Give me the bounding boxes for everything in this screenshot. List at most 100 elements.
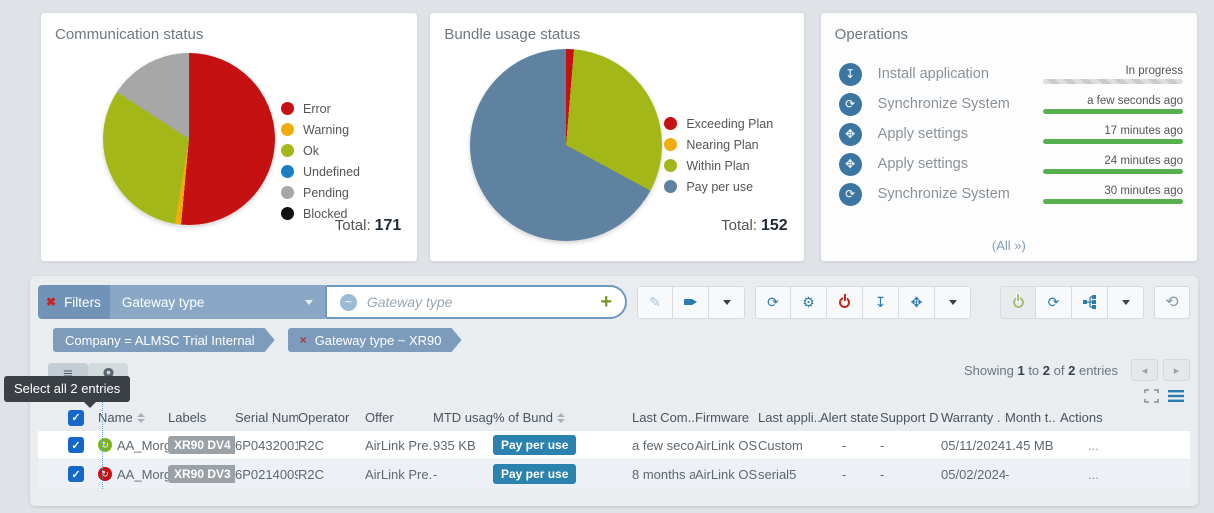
legend-item: Blocked	[281, 203, 360, 224]
row-checkbox[interactable]	[68, 466, 84, 482]
filter-field-select[interactable]: Gateway type	[109, 285, 325, 319]
remove-filter-icon[interactable]: ×	[299, 333, 307, 347]
chevron-down-icon	[304, 299, 313, 305]
device-button-group: ⟳	[1000, 285, 1144, 319]
operation-label[interactable]: Apply settings	[877, 156, 968, 172]
sync-icon: ⟳	[767, 293, 779, 310]
warranty-cell: 05/02/2024	[941, 466, 1005, 482]
operations-button-group: ⟳ ⚙ ↧ ✥	[755, 285, 971, 319]
column-header-month-to-date[interactable]: Month t..	[1005, 410, 1060, 425]
serial-cell: 6P0432001...	[235, 437, 298, 453]
add-filter-button[interactable]: +	[600, 291, 612, 313]
filter-chip-gateway-type[interactable]: × Gateway type ~ XR90	[288, 328, 462, 352]
bundle-usage-pie-chart	[470, 49, 663, 241]
column-header-serial[interactable]: Serial Num	[235, 410, 298, 425]
column-header-support-date[interactable]: Support D	[880, 410, 941, 425]
power-button[interactable]	[1000, 285, 1036, 319]
operations-all-link[interactable]: (All »)	[991, 238, 1026, 253]
operation-status: In progress	[1125, 64, 1183, 77]
column-header-last-applied[interactable]: Last appli...	[758, 410, 820, 425]
actions-toolbar: ✎ ⟳ ⚙ ↧ ✥ ⟳	[627, 285, 1190, 319]
sort-icon[interactable]	[1004, 412, 1005, 423]
apply-settings-icon: ✥	[838, 122, 862, 146]
legend-swatch	[281, 123, 294, 136]
columns-icon[interactable]	[1168, 390, 1184, 402]
panel-title: Communication status	[55, 26, 204, 43]
legend-swatch	[281, 207, 294, 220]
legend-item: Nearing Plan	[664, 134, 773, 155]
column-header-warranty[interactable]: Warranty .	[941, 410, 1005, 425]
device-more-button[interactable]	[1108, 285, 1144, 319]
dashboard-widgets: Communication status Error Warning Ok Un…	[40, 12, 1198, 262]
synchronize-button[interactable]: ⟳	[755, 285, 791, 319]
edit-button[interactable]: ✎	[637, 285, 673, 319]
column-header-alert-state[interactable]: Alert state	[820, 410, 879, 425]
operation-item[interactable]: ✥ Apply settings 24 minutes ago	[821, 149, 1197, 179]
remove-all-filters-icon[interactable]: ✖	[46, 295, 57, 309]
sort-icon[interactable]	[557, 412, 565, 423]
operation-item[interactable]: ⟳ Synchronize System 30 minutes ago	[821, 179, 1197, 209]
gateway-name-link[interactable]: AA_Morg...	[117, 437, 168, 453]
column-header-labels[interactable]: Labels	[168, 410, 207, 425]
operation-label[interactable]: Apply settings	[877, 126, 968, 142]
operation-status: 30 minutes ago	[1104, 184, 1183, 197]
filter-chip-company[interactable]: Company = ALMSC Trial Internal	[53, 328, 275, 352]
operation-status: 17 minutes ago	[1104, 124, 1183, 137]
install-button[interactable]: ↧	[863, 285, 899, 319]
undo-button-group: ⟲	[1154, 285, 1190, 319]
communication-status-panel: Communication status Error Warning Ok Un…	[40, 12, 419, 262]
previous-page-button[interactable]: ◂	[1131, 359, 1158, 381]
panel-title: Operations	[834, 26, 909, 43]
undo-button[interactable]: ⟲	[1154, 285, 1190, 319]
filter-input-placeholder: Gateway type	[366, 294, 453, 310]
operation-item[interactable]: ⟳ Synchronize System a few seconds ago	[821, 89, 1197, 119]
select-all-checkbox[interactable]	[68, 409, 84, 426]
total-count: Total: 171	[334, 217, 402, 234]
filter-value-input[interactable]: ~ Gateway type +	[324, 285, 627, 319]
filter-toolbar-row: ✖ Filters Gateway type ~ Gateway type + …	[30, 276, 1198, 319]
gateway-name-link[interactable]: AA_Morg...	[117, 466, 168, 482]
fullscreen-icon[interactable]	[1144, 389, 1159, 403]
last-applied-cell: serial5	[758, 466, 797, 482]
synchronize-icon: ⟳	[838, 92, 862, 116]
operation-item[interactable]: ✥ Apply settings 17 minutes ago	[821, 119, 1197, 149]
operation-label[interactable]: Synchronize System	[877, 96, 1010, 112]
apply-settings-button[interactable]: ✥	[899, 285, 935, 319]
offer-cell: AirLink Pre...	[365, 466, 433, 482]
edit-more-button[interactable]	[709, 285, 745, 319]
shutdown-button[interactable]	[827, 285, 863, 319]
hierarchy-button[interactable]	[1072, 285, 1108, 319]
column-header-offer[interactable]: Offer	[365, 410, 394, 425]
table-row[interactable]: AA_Morg... XR90 DV4 6P0432001... R2C Air…	[38, 431, 1190, 460]
legend-item: Pay per use	[664, 176, 773, 197]
column-header-name[interactable]: Name	[98, 410, 168, 425]
bundle-status-badge: Pay per use	[493, 464, 577, 484]
chevron-left-icon: ◂	[1141, 364, 1148, 377]
operation-label[interactable]: Synchronize System	[877, 186, 1010, 202]
gateway-name-cell: AA_Morg...	[98, 438, 168, 453]
row-actions-button[interactable]: ...	[1088, 437, 1099, 453]
table-row[interactable]: AA_Morg... XR90 DV3 6P0214009... R2C Air…	[38, 460, 1190, 489]
column-header-mtd-usage[interactable]: MTD usage	[433, 410, 493, 425]
column-header-operator[interactable]: Operator	[298, 410, 350, 425]
legend-swatch	[664, 117, 678, 130]
configure-button[interactable]: ⚙	[791, 285, 827, 319]
offer-cell: AirLink Pre...	[365, 437, 433, 453]
operation-progress-bar	[1043, 108, 1183, 114]
bundle-usage-legend: Exceeding Plan Nearing Plan Within Plan …	[664, 113, 773, 197]
assign-label-button[interactable]	[673, 285, 709, 319]
caret-down-icon	[948, 299, 957, 305]
sort-icon[interactable]	[136, 412, 145, 423]
serial-cell: 6P0214009...	[235, 466, 298, 482]
column-header-firmware[interactable]: Firmware	[695, 410, 750, 425]
row-checkbox[interactable]	[68, 437, 84, 453]
next-page-button[interactable]: ▸	[1163, 359, 1190, 381]
operation-label[interactable]: Install application	[877, 66, 989, 82]
reboot-button[interactable]: ⟳	[1036, 285, 1072, 319]
operation-progress-bar	[1043, 138, 1183, 144]
operation-item[interactable]: ↧ Install application In progress	[821, 59, 1197, 89]
row-actions-button[interactable]: ...	[1088, 466, 1099, 482]
column-header-last-comm[interactable]: Last Com...	[632, 410, 695, 425]
operations-more-button[interactable]	[935, 285, 971, 319]
column-header-percent-bundle[interactable]: % of Bund	[493, 410, 632, 425]
